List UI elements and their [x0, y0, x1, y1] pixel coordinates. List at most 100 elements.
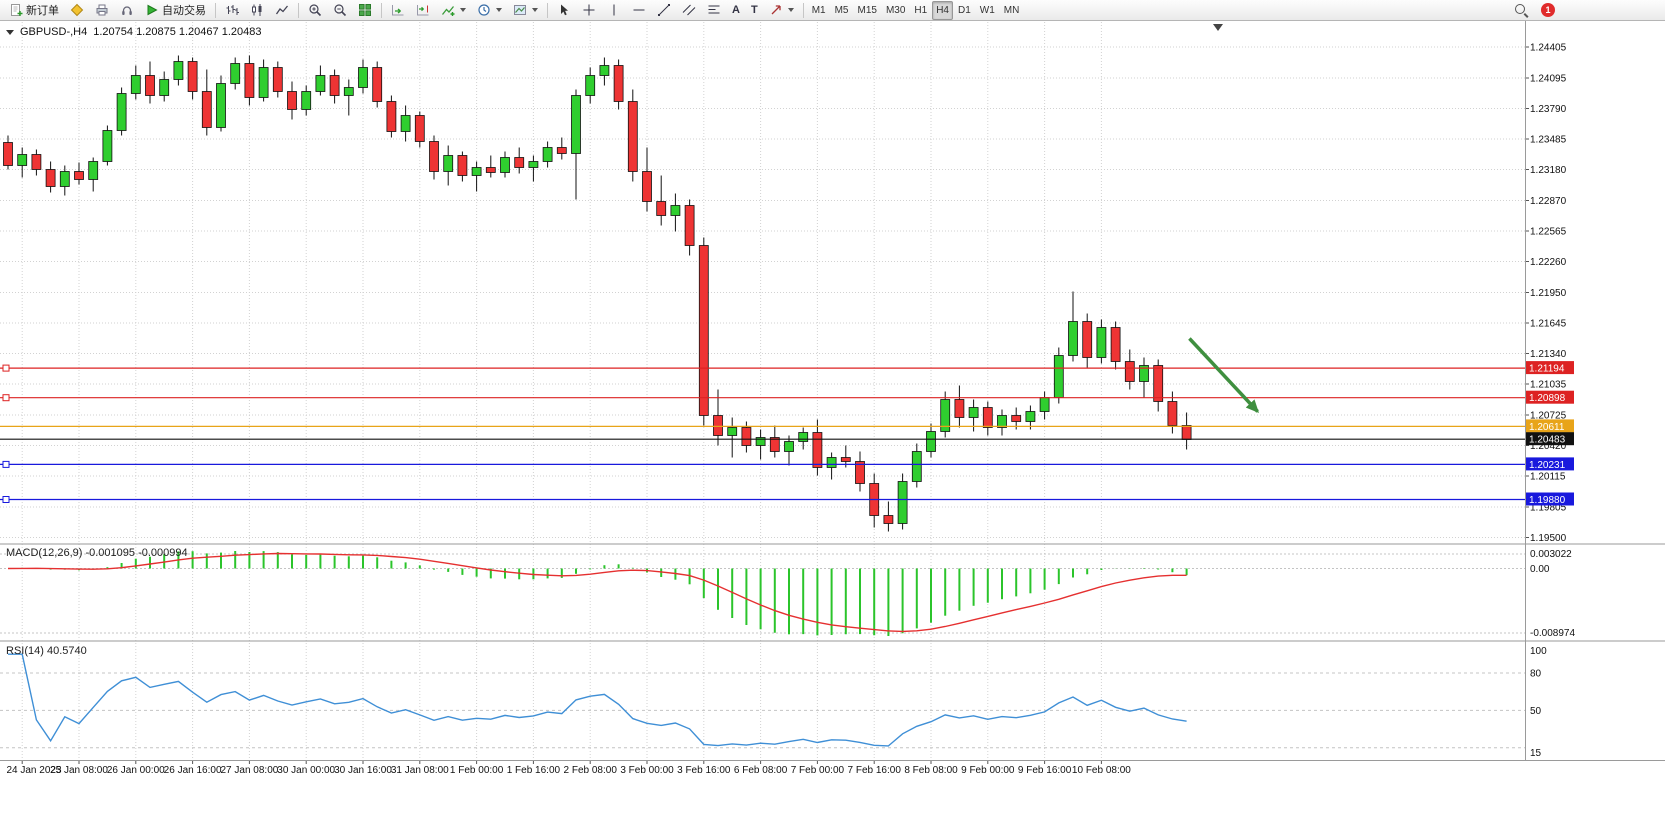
timeframe-d1[interactable]: D1 — [954, 1, 975, 20]
time-label: 30 Jan 16:00 — [334, 765, 392, 776]
crosshair-button[interactable] — [577, 1, 601, 20]
price-tag-label: 1.20898 — [1529, 393, 1566, 404]
toolbar: 新订单 自动交易 — [0, 0, 1665, 21]
timeframe-mn[interactable]: MN — [1000, 1, 1024, 20]
templates-button[interactable] — [508, 1, 543, 20]
fibonacci-icon — [708, 5, 720, 14]
indicators-button[interactable] — [436, 1, 471, 20]
price-tag-label: 1.20483 — [1529, 435, 1566, 446]
label-tool-icon: T — [750, 4, 758, 16]
price-tick-label: 1.20725 — [1530, 411, 1567, 422]
candle — [500, 157, 510, 173]
shapes-button[interactable] — [764, 1, 799, 20]
metaeditor-button[interactable] — [65, 1, 89, 20]
candle — [528, 161, 539, 168]
chart-shift-icon — [417, 5, 429, 16]
time-label: 3 Feb 00:00 — [620, 765, 674, 776]
zoom-in-button[interactable] — [303, 1, 327, 20]
toolbar-separator — [298, 2, 299, 18]
candle — [443, 155, 454, 172]
horizontal-line-button[interactable] — [627, 1, 651, 20]
line-anchor-marker[interactable] — [2, 364, 10, 372]
candle — [358, 67, 368, 88]
candle — [116, 93, 127, 131]
trendline-button[interactable] — [652, 1, 676, 20]
candle — [670, 205, 681, 216]
chart-shift-button[interactable] — [411, 1, 435, 20]
price-tick-label: 1.21340 — [1530, 349, 1567, 360]
candle — [656, 201, 667, 216]
candle — [1053, 355, 1064, 398]
candle — [968, 407, 979, 418]
channel-button[interactable] — [677, 1, 701, 20]
tile-windows-icon — [359, 4, 371, 16]
tile-windows-button[interactable] — [353, 1, 377, 20]
candle — [812, 432, 823, 468]
timeframe-h1[interactable]: H1 — [910, 1, 931, 20]
candle — [1096, 327, 1107, 358]
line-chart-button[interactable] — [270, 1, 294, 20]
new-order-button[interactable]: 新订单 — [4, 1, 64, 20]
timeframe-m30[interactable]: M30 — [882, 1, 909, 20]
price-tick-label: 1.22260 — [1530, 257, 1567, 268]
vertical-line-button[interactable] — [602, 1, 626, 20]
timeframe-m1[interactable]: M1 — [808, 1, 830, 20]
trendline-icon — [658, 4, 670, 16]
price-tick-label: 1.20420 — [1530, 441, 1567, 452]
candlestick-chart-button[interactable] — [245, 1, 269, 20]
bars-chart-button[interactable] — [220, 1, 244, 20]
timeframe-w1[interactable]: W1 — [976, 1, 999, 20]
printer-icon — [96, 4, 108, 16]
timeframe-m15[interactable]: M15 — [854, 1, 881, 20]
label-button[interactable]: T — [746, 1, 763, 20]
cursor-button[interactable] — [552, 1, 576, 20]
text-button[interactable]: A — [727, 1, 745, 20]
candle — [727, 427, 738, 436]
notifications-badge[interactable]: 1 — [1541, 3, 1555, 17]
rsi-title: RSI(14) 40.5740 — [6, 645, 87, 657]
timeframe-m5[interactable]: M5 — [831, 1, 853, 20]
search-icon[interactable] — [1514, 3, 1529, 18]
line-chart-icon — [275, 5, 289, 15]
candle — [642, 171, 652, 202]
line-anchor-marker[interactable] — [2, 496, 10, 503]
one-click-trading-toggle[interactable] — [6, 29, 14, 35]
price-tag — [1526, 492, 1574, 506]
periods-button[interactable] — [472, 1, 507, 20]
ohlc-values: 1.20754 1.20875 1.20467 1.20483 — [93, 26, 262, 38]
toolbar-separator — [547, 2, 548, 18]
candle — [556, 147, 567, 154]
macd-title: MACD(12,26,9) -0.001095 -0.000994 — [6, 547, 188, 559]
autotrading-button[interactable]: 自动交易 — [140, 1, 211, 20]
timeframe-label: D1 — [958, 4, 971, 16]
bars-chart-icon — [226, 5, 239, 15]
line-anchor-marker[interactable] — [2, 394, 10, 402]
timeframe-label: W1 — [979, 4, 995, 16]
candle — [1153, 365, 1164, 402]
price-tick-label: 1.19500 — [1530, 533, 1567, 544]
line-anchor-marker[interactable] — [2, 460, 10, 468]
chart-shift-marker[interactable] — [1213, 24, 1223, 31]
timeframe-h4[interactable]: H4 — [932, 0, 953, 20]
macd-signal-line — [7, 552, 1187, 633]
candle — [1025, 411, 1036, 422]
crosshair-icon — [583, 4, 595, 16]
candle — [1068, 321, 1078, 356]
auto-scroll-button[interactable] — [386, 1, 410, 20]
time-label: 9 Feb 16:00 — [1018, 765, 1072, 776]
support-button[interactable] — [115, 1, 139, 20]
zoom-out-button[interactable] — [328, 1, 352, 20]
price-tick-label: 1.23790 — [1530, 104, 1567, 115]
fibonacci-button[interactable] — [702, 1, 726, 20]
print-button[interactable] — [90, 1, 114, 20]
cursor-icon — [561, 4, 568, 16]
time-label: 9 Feb 00:00 — [961, 765, 1015, 776]
candle — [599, 65, 610, 76]
time-label: 27 Jan 08:00 — [220, 765, 278, 776]
time-label: 8 Feb 08:00 — [904, 765, 958, 776]
time-label: 2 Feb 08:00 — [564, 765, 618, 776]
candle — [514, 157, 525, 168]
candle — [798, 432, 809, 442]
annotation-arrow[interactable] — [1188, 337, 1259, 413]
